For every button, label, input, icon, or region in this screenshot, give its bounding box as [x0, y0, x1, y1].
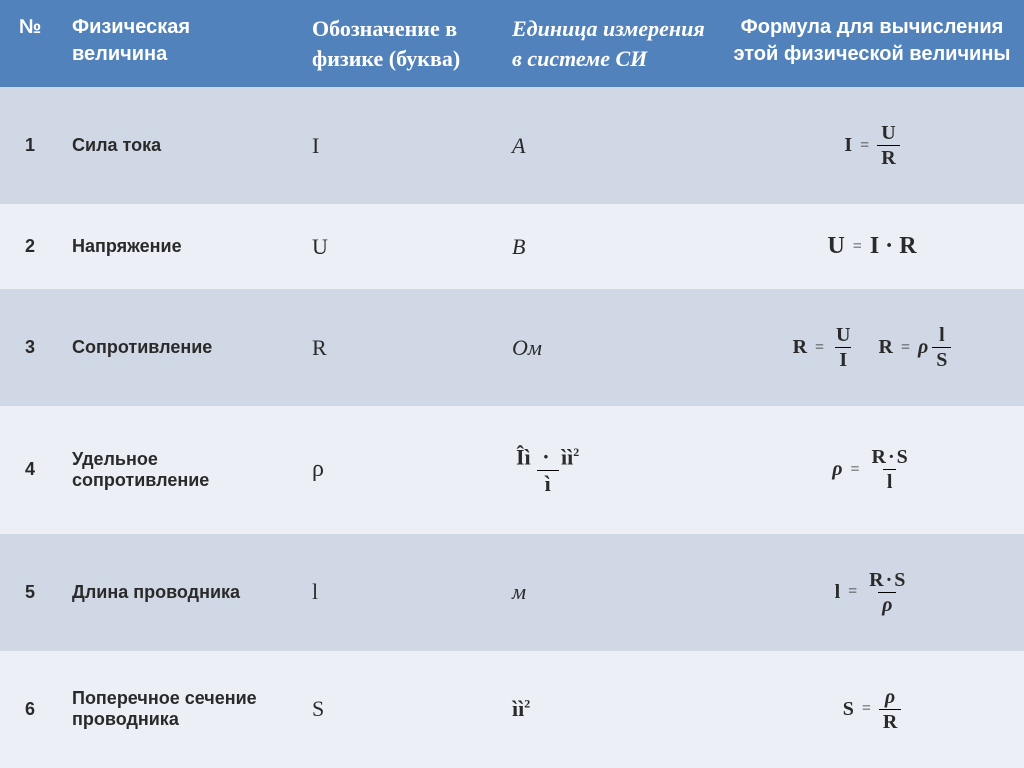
formula-num: ρ — [881, 687, 899, 709]
table-row: 5 Длина проводника l м l = R·S ρ — [0, 534, 1024, 651]
cell-quantity: Напряжение — [60, 204, 300, 289]
cell-symbol: I — [300, 87, 500, 204]
cell-formula: R = U I R = ρ l S — [720, 289, 1024, 406]
table-row: 6 Поперечное сечение проводника S ìì2 S … — [0, 651, 1024, 768]
cell-number: 5 — [0, 534, 60, 651]
formula-lhs: R — [793, 336, 807, 359]
formula-lhs: l — [835, 581, 841, 604]
table-row: 2 Напряжение U В U = I · R — [0, 204, 1024, 289]
cell-number: 1 — [0, 87, 60, 204]
cell-unit: В — [500, 204, 720, 289]
cell-formula: l = R·S ρ — [720, 534, 1024, 651]
formula-num: U — [832, 325, 854, 347]
unit-part: Îì — [516, 444, 531, 469]
cell-unit: А — [500, 87, 720, 204]
cell-unit: Ом — [500, 289, 720, 406]
unit-part: ìì — [561, 444, 573, 469]
col-header-number: № — [0, 0, 60, 87]
cell-number: 4 — [0, 406, 60, 534]
table-row: 1 Сила тока I А I = U R — [0, 87, 1024, 204]
formula-den: ρ — [878, 592, 896, 615]
cell-unit: м — [500, 534, 720, 651]
col-header-unit: Единица измерения в системе СИ — [500, 0, 720, 87]
unit-den: ì — [537, 470, 559, 495]
formula-den: l — [883, 469, 897, 492]
table-row: 4 Удельное сопротивление ρ Îì · ìì2 ì ρ … — [0, 406, 1024, 534]
formula-num-part: S — [897, 446, 908, 468]
col-header-quantity: Физическая величина — [60, 0, 300, 87]
cell-quantity: Поперечное сечение проводника — [60, 651, 300, 768]
cell-number: 6 — [0, 651, 60, 768]
cell-quantity: Длина проводника — [60, 534, 300, 651]
formula-lhs: R — [879, 336, 893, 359]
cell-formula: S = ρ R — [720, 651, 1024, 768]
formula-num-part: R — [869, 569, 883, 591]
physics-table: № Физическая величина Обозначение в физи… — [0, 0, 1024, 768]
col-header-symbol: Обозначение в физике (буква) — [300, 0, 500, 87]
cell-number: 2 — [0, 204, 60, 289]
cell-quantity: Удельное сопротивление — [60, 406, 300, 534]
formula-num: l — [935, 325, 949, 347]
formula-den: R — [877, 145, 899, 168]
cell-symbol: l — [300, 534, 500, 651]
table-row: 3 Сопротивление R Ом R = U I R — [0, 289, 1024, 406]
unit-sup: 2 — [524, 697, 530, 711]
formula-num: U — [877, 123, 899, 145]
cell-formula: ρ = R·S l — [720, 406, 1024, 534]
header-row: № Физическая величина Обозначение в физи… — [0, 0, 1024, 87]
cell-unit: Îì · ìì2 ì — [500, 406, 720, 534]
formula-den: I — [835, 347, 851, 370]
cell-symbol: ρ — [300, 406, 500, 534]
formula-lhs: I — [844, 134, 852, 157]
cell-number: 3 — [0, 289, 60, 406]
cell-symbol: S — [300, 651, 500, 768]
formula-part: R — [899, 233, 916, 260]
cell-formula: U = I · R — [720, 204, 1024, 289]
formula-part: U — [827, 233, 844, 260]
formula-den: S — [932, 347, 951, 370]
col-header-formula: Формула для вычисления этой физической в… — [720, 0, 1024, 87]
cell-symbol: U — [300, 204, 500, 289]
formula-num-part: S — [894, 569, 905, 591]
formula-part: I — [870, 233, 879, 260]
cell-quantity: Сопротивление — [60, 289, 300, 406]
cell-quantity: Сила тока — [60, 87, 300, 204]
formula-lhs: S — [843, 698, 854, 721]
formula-lhs: ρ — [832, 458, 842, 481]
formula-coef: ρ — [918, 336, 928, 359]
formula-den: R — [879, 709, 901, 732]
cell-formula: I = U R — [720, 87, 1024, 204]
unit-sup: 2 — [573, 445, 579, 459]
unit-base: ìì — [512, 696, 524, 721]
formula-num-part: R — [872, 446, 886, 468]
cell-unit: ìì2 — [500, 651, 720, 768]
cell-symbol: R — [300, 289, 500, 406]
